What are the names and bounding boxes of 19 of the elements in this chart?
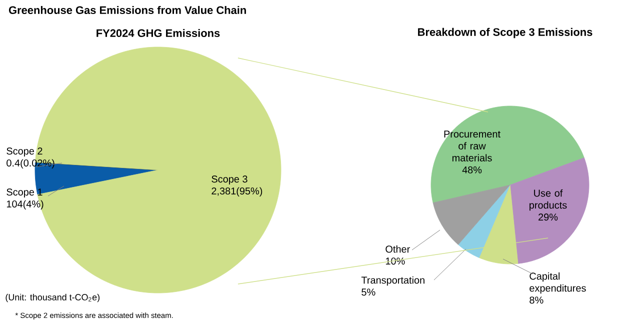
slice-label: Use of products [530,189,567,211]
chart-subtitle: FY2024 GHG Emissions [96,28,220,38]
slice-label: Scope 1 [6,188,42,198]
data-label: 2,381(95%) [212,187,262,196]
slice-label: Scope 2 [6,148,42,157]
slice-label: Other [386,245,410,253]
data-label: 10% [386,258,405,265]
data-label: 0.4(0.02%) [6,159,54,168]
slice-label: Transportation [361,276,424,286]
chart-title: Greenhouse Gas Emissions from Value Chain [8,6,246,14]
chart-title: Breakdown of Scope 3 Emissions [418,28,592,38]
data-label: 104(4%) [6,200,44,210]
data-label: 5% [362,288,376,296]
slice-label: Scope 3 [212,176,248,185]
data-label: 29% [538,214,558,221]
text: (Unit: thousand t-CO$_{2}$e) [6,294,100,302]
slice-label: Capital expenditures [530,272,586,294]
data-label: 8% [530,296,544,304]
data-label: 48% [462,166,482,174]
